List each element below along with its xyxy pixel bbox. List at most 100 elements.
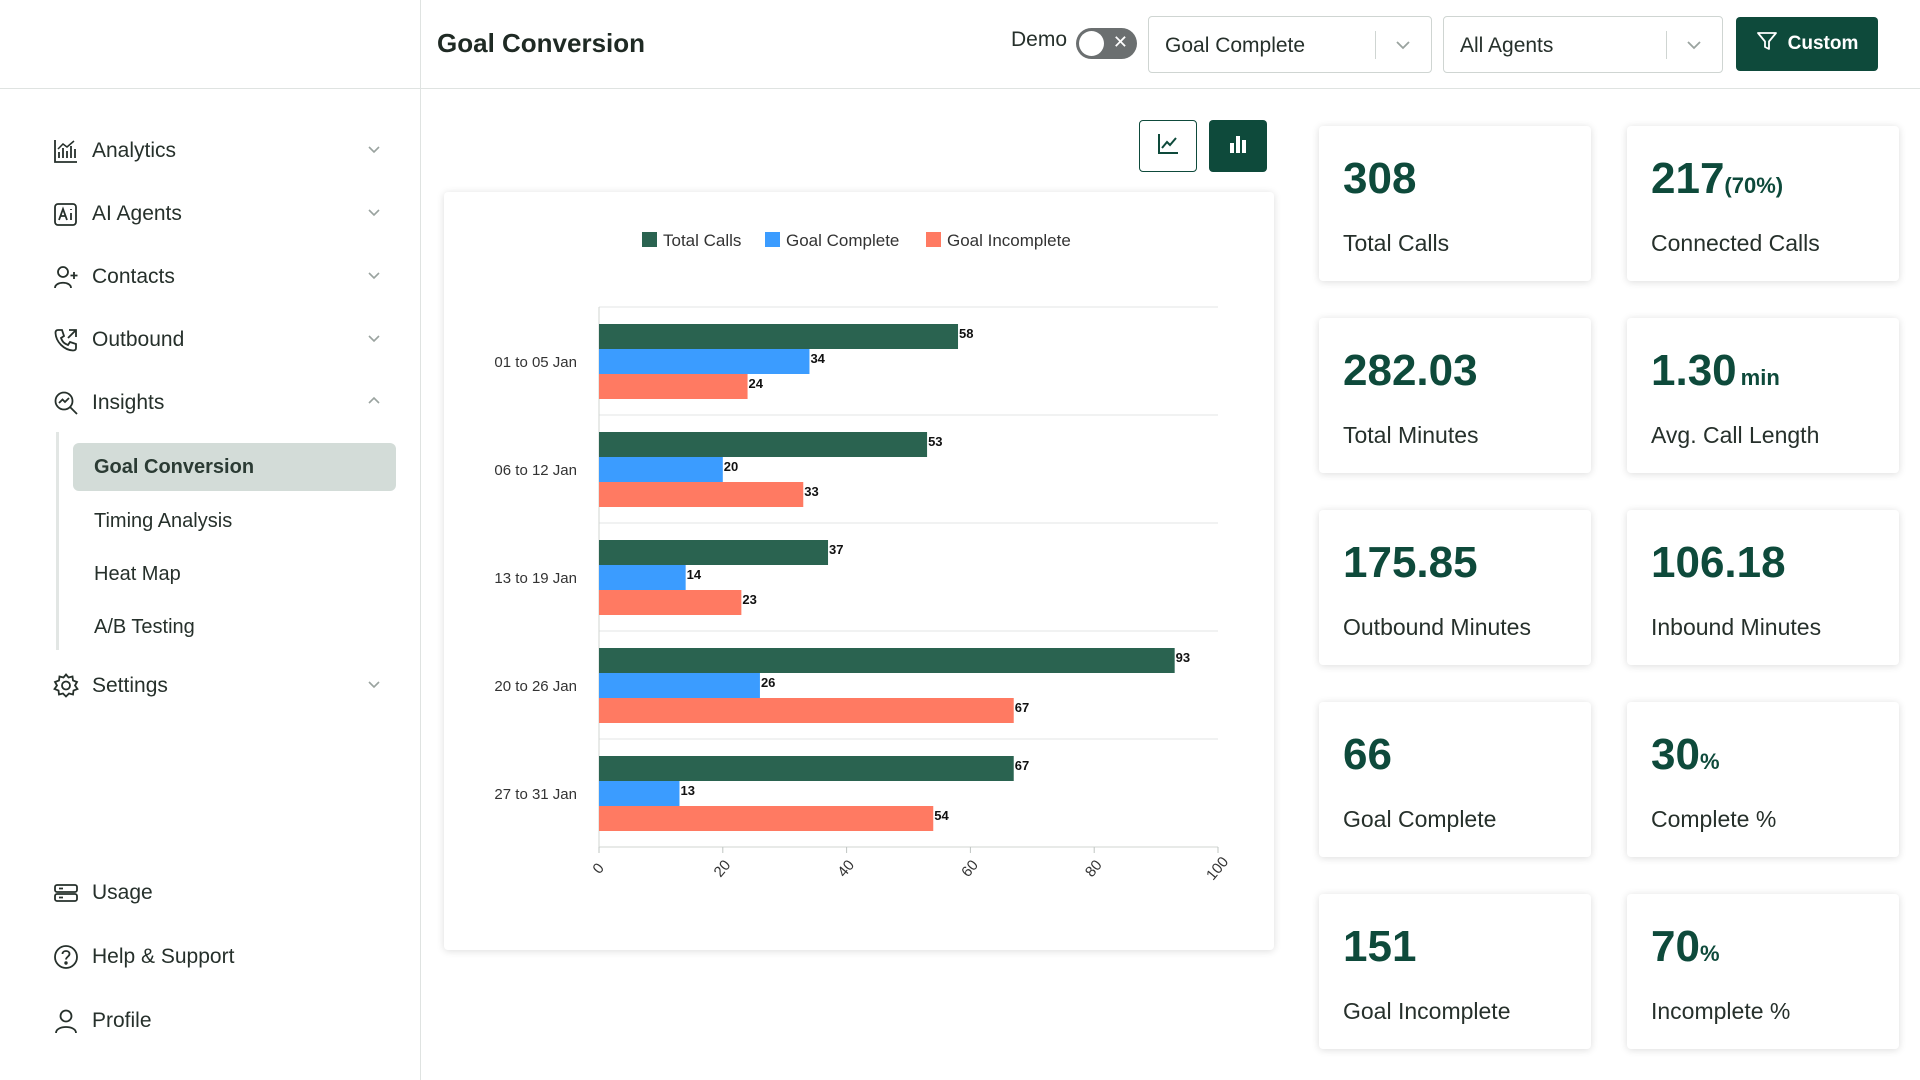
stat-card: 70% Incomplete % (1627, 894, 1899, 1049)
stat-value-number: 30 (1651, 730, 1700, 779)
user-icon (52, 1007, 80, 1035)
sidebar-item-usage[interactable]: Usage (52, 873, 382, 913)
stat-label: Inbound Minutes (1651, 614, 1822, 640)
stat-card: 106.18 Inbound Minutes (1627, 510, 1899, 665)
sidebar-item-label: Contacts (92, 265, 175, 288)
sidebar-item-label: Settings (92, 674, 168, 697)
data-label: 26 (761, 675, 775, 690)
data-label: 20 (724, 459, 738, 474)
goal-select-value: Goal Complete (1165, 34, 1306, 57)
data-label: 53 (928, 434, 942, 449)
stat-label: Connected Calls (1651, 230, 1820, 256)
sidebar-item-analytics[interactable]: Analytics (52, 131, 382, 171)
bar (599, 565, 686, 590)
bar-chart-toggle[interactable] (1209, 120, 1267, 172)
category-label: 01 to 05 Jan (494, 354, 577, 371)
stat-label: Outbound Minutes (1343, 614, 1531, 640)
bar (599, 781, 680, 806)
sidebar-subitem-heat-map[interactable]: Heat Map (94, 562, 181, 585)
insights-search-icon (52, 389, 80, 417)
sidebar-item-insights[interactable]: Insights (52, 383, 382, 423)
gear-icon (52, 672, 80, 700)
sidebar-item-profile[interactable]: Profile (52, 1001, 382, 1041)
chevron-down-icon (366, 141, 382, 162)
stat-card: 217(70%) Connected Calls (1627, 126, 1899, 281)
stat-value: 30% (1651, 730, 1720, 780)
data-label: 58 (959, 326, 973, 341)
line-chart-icon (1156, 132, 1180, 161)
bar (599, 806, 934, 831)
stat-value: 175.85 (1343, 538, 1478, 588)
filter-icon (1756, 30, 1778, 58)
sidebar-item-outbound[interactable]: Outbound (52, 320, 382, 360)
stat-value: 282.03 (1343, 346, 1478, 396)
sidebar-subitem-goal-conversion[interactable]: Goal Conversion (73, 443, 396, 491)
close-icon: ✕ (1112, 32, 1128, 52)
bar (599, 540, 829, 565)
custom-filter-button[interactable]: Custom (1736, 17, 1878, 71)
sidebar-item-contacts[interactable]: Contacts (52, 257, 382, 297)
chevron-down-icon (366, 676, 382, 697)
agent-select[interactable]: All Agents (1443, 16, 1723, 73)
stat-value-suffix: min (1740, 365, 1780, 390)
bar-chart: 0 20 40 60 80 100 01 to 05 Jan 58 34 24 06 to 12 J… (494, 231, 1232, 884)
stat-value-number: 1.30 (1651, 346, 1737, 395)
stat-value: 217(70%) (1651, 154, 1783, 204)
bar (599, 374, 748, 399)
bar (599, 756, 1014, 781)
stat-value: 308 (1343, 154, 1416, 204)
line-chart-toggle[interactable] (1139, 120, 1197, 172)
legend-swatch (642, 232, 657, 247)
stat-label: Goal Incomplete (1343, 998, 1511, 1024)
bar (599, 349, 810, 374)
sidebar-subitem-ab-testing[interactable]: A/B Testing (94, 615, 195, 638)
bar (599, 590, 742, 615)
sidebar-item-ai-agents[interactable]: AI Agents (52, 194, 382, 234)
stat-value-number: 70 (1651, 922, 1700, 971)
chevron-down-icon (1684, 35, 1704, 60)
demo-toggle[interactable]: ✕ (1076, 28, 1137, 59)
data-label: 33 (804, 484, 818, 499)
chevron-down-icon (366, 204, 382, 225)
legend-label: Total Calls (663, 231, 741, 250)
sidebar-item-help-support[interactable]: Help & Support (52, 937, 382, 977)
bar (599, 457, 723, 482)
stat-value-number: 151 (1343, 922, 1417, 971)
stat-value-suffix: % (1699, 749, 1720, 774)
stat-value-number: 282.03 (1343, 346, 1478, 395)
sidebar: Analytics AI Agents Contacts (0, 0, 421, 1080)
legend-label: Goal Incomplete (947, 231, 1071, 250)
page-title: Goal Conversion (437, 28, 646, 58)
goal-select[interactable]: Goal Complete (1148, 16, 1432, 73)
stat-card: 151 Goal Incomplete (1319, 894, 1591, 1049)
chart-card: 0 20 40 60 80 100 01 to 05 Jan 58 34 24 06 to 12 J… (444, 192, 1274, 950)
data-label: 13 (680, 783, 694, 798)
stat-value: 70% (1651, 922, 1720, 972)
stat-value: 151 (1343, 922, 1416, 972)
stat-label: Goal Complete (1343, 806, 1497, 832)
user-plus-icon (52, 263, 80, 291)
stat-card: 282.03 Total Minutes (1319, 318, 1591, 473)
stat-value: 106.18 (1651, 538, 1786, 588)
stat-value-number: 66 (1343, 730, 1392, 779)
stat-card: 175.85 Outbound Minutes (1319, 510, 1591, 665)
legend-swatch (765, 232, 780, 247)
data-label: 34 (810, 351, 825, 366)
analytics-icon (52, 137, 80, 165)
data-label: 23 (742, 592, 756, 607)
legend-label: Goal Complete (786, 231, 899, 250)
stat-label: Total Minutes (1343, 422, 1479, 448)
sidebar-item-label: Help & Support (92, 945, 235, 968)
top-bar: Goal Conversion Demo ✕ Goal Complete All… (421, 0, 1920, 89)
sidebar-item-settings[interactable]: Settings (52, 666, 382, 706)
x-tick-label: 60 (958, 857, 982, 881)
category-label: 20 to 26 Jan (494, 678, 577, 695)
sidebar-item-label: Usage (92, 881, 153, 904)
stat-value-number: 106.18 (1651, 538, 1786, 587)
submenu-guide-line (56, 432, 59, 650)
sidebar-subitem-timing-analysis[interactable]: Timing Analysis (94, 509, 233, 532)
agent-select-value: All Agents (1460, 34, 1554, 57)
sidebar-item-label: Outbound (92, 328, 185, 351)
chevron-up-icon (366, 393, 382, 414)
sidebar-item-label: Analytics (92, 139, 177, 162)
